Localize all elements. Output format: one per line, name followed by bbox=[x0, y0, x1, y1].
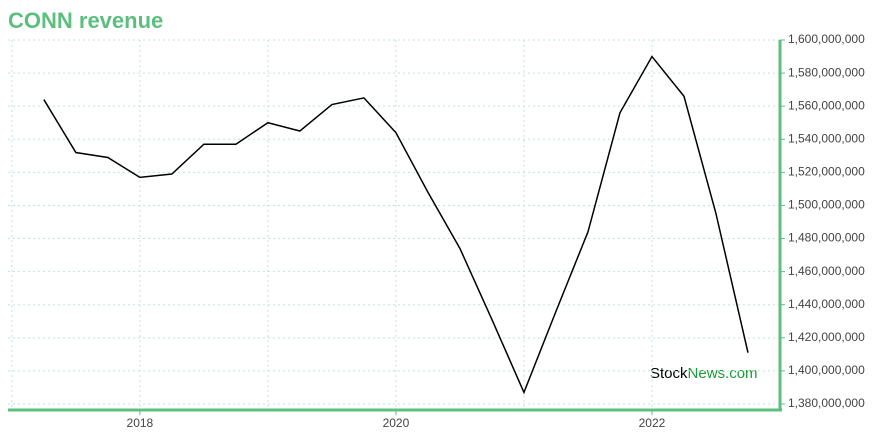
line bbox=[43, 55, 749, 395]
y-tick-label: 1,400,000,000 bbox=[788, 363, 865, 377]
y-tick-label: 1,480,000,000 bbox=[788, 231, 865, 245]
x-tick-label: 2022 bbox=[639, 416, 666, 430]
y-tick-label: 1,380,000,000 bbox=[788, 396, 865, 410]
y-tick-label: 1,600,000,000 bbox=[788, 32, 865, 46]
y-tick-label: 1,520,000,000 bbox=[788, 165, 865, 179]
y-tick-label: 1,420,000,000 bbox=[788, 330, 865, 344]
chart-title: CONN revenue bbox=[8, 8, 163, 33]
x-tick-label: 2018 bbox=[127, 416, 154, 430]
y-tick-label: 1,440,000,000 bbox=[788, 297, 865, 311]
y-tick-label: 1,500,000,000 bbox=[788, 198, 865, 212]
watermark: StockNews.com bbox=[650, 365, 758, 382]
y-tick-label: 1,540,000,000 bbox=[788, 131, 865, 145]
y-tick-label: 1,560,000,000 bbox=[788, 98, 865, 112]
y-tick-label: 1,460,000,000 bbox=[788, 264, 865, 278]
x-tick-label: 2020 bbox=[383, 416, 410, 430]
y-tick-label: 1,580,000,000 bbox=[788, 65, 865, 79]
watermark-part: Stock bbox=[650, 365, 688, 382]
watermark-part: News.com bbox=[688, 365, 758, 382]
